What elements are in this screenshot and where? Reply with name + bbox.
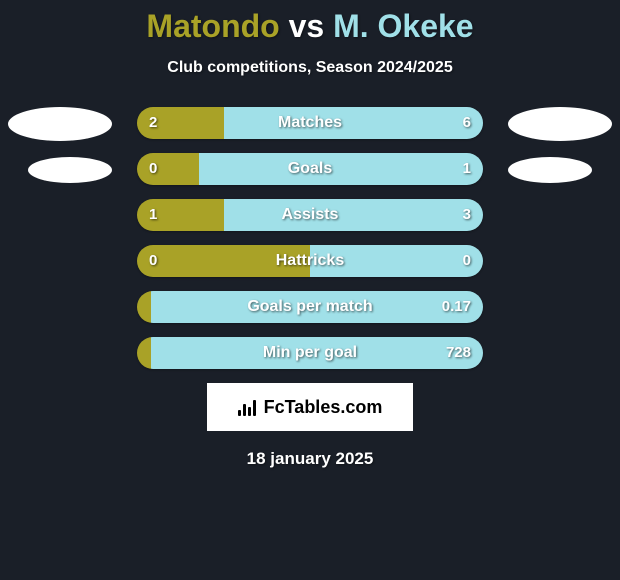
stat-label: Goals [137,153,483,185]
vs-text: vs [280,8,333,44]
player-marker [508,107,612,141]
stat-value-left: 2 [149,107,157,139]
stat-row: Goals per match0.17 [137,291,483,323]
stat-row: Assists1 3 [137,199,483,231]
stat-value-left: 0 [149,153,157,185]
stat-row: Matches2 6 [137,107,483,139]
stat-value-left: 1 [149,199,157,231]
player-marker [508,157,592,183]
stat-value-right: 1 [463,153,471,185]
branding-badge: FcTables.com [207,383,413,431]
player-marker [28,157,112,183]
stat-label: Assists [137,199,483,231]
stat-row: Goals0 1 [137,153,483,185]
stat-value-right: 0.17 [442,291,471,323]
branding-text: FcTables.com [264,397,383,418]
chart-icon [238,398,258,416]
page-title: Matondo vs M. Okeke [0,0,620,45]
stat-label: Hattricks [137,245,483,277]
stat-value-right: 0 [463,245,471,277]
player-marker [8,107,112,141]
player1-name: Matondo [146,8,279,44]
stat-value-right: 6 [463,107,471,139]
player2-name: M. Okeke [333,8,474,44]
stat-value-left: 0 [149,245,157,277]
subtitle: Club competitions, Season 2024/2025 [0,59,620,77]
stat-value-right: 728 [446,337,471,369]
comparison-chart: Matches26Goals01Assists13Hattricks00Goal… [0,107,620,369]
date-text: 18 january 2025 [0,449,620,469]
stat-label: Min per goal [137,337,483,369]
stat-label: Goals per match [137,291,483,323]
stat-row: Hattricks0 0 [137,245,483,277]
stat-row: Min per goal728 [137,337,483,369]
stat-value-right: 3 [463,199,471,231]
stat-label: Matches [137,107,483,139]
